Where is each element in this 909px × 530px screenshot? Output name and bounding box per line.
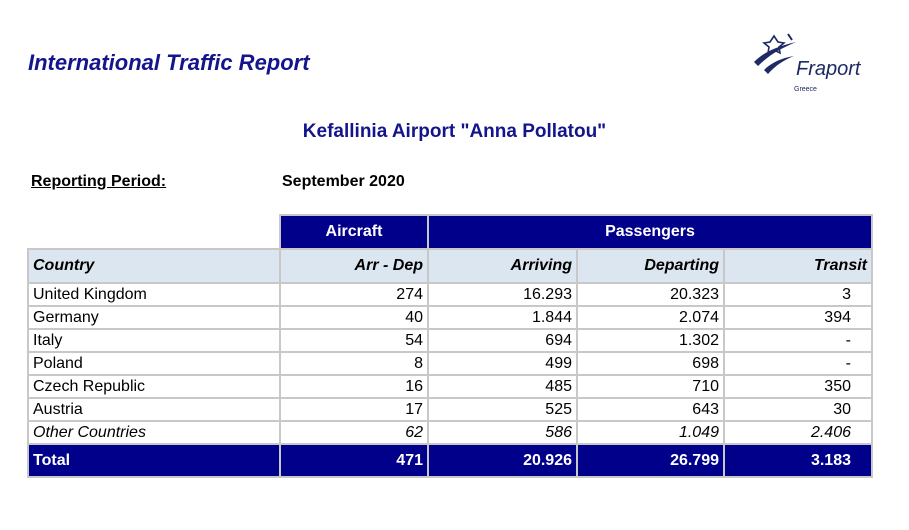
cell-arriving: 525 [427,397,578,422]
fraport-logo: Fraport Greece [744,32,874,96]
group-header-aircraft: Aircraft [279,214,429,250]
total-label: Total [27,443,281,478]
cell-transit: - [723,351,873,376]
column-header-arr-dep: Arr - Dep [279,248,429,284]
reporting-period-label: Reporting Period: [31,173,167,190]
fraport-logo-icon [754,33,796,74]
logo-wordmark: Fraport [796,58,861,80]
cell-arr-dep: 40 [279,305,429,330]
cell-transit: 350 [723,374,873,399]
cell-transit: 3 [723,282,873,307]
reporting-period-value: September 2020 [282,173,405,190]
cell-country: Poland [27,351,281,376]
cell-transit: 30 [723,397,873,422]
group-header-row: Aircraft Passengers [28,214,873,250]
cell-arriving: 694 [427,328,578,353]
group-header-passengers: Passengers [427,214,873,250]
table-row: Czech Republic 16 485 710 350 [27,374,873,399]
total-row: Total 471 20.926 26.799 3.183 [27,443,873,478]
cell-country: Czech Republic [27,374,281,399]
column-header-row: Country Arr - Dep Arriving Departing Tra… [27,248,873,284]
cell-departing: 1.302 [576,328,725,353]
cell-country: Germany [27,305,281,330]
cell-transit: 394 [723,305,873,330]
report-title: International Traffic Report [28,50,310,75]
cell-arriving: 586 [427,420,578,445]
cell-arr-dep: 274 [279,282,429,307]
cell-arr-dep: 62 [279,420,429,445]
cell-departing: 1.049 [576,420,725,445]
column-header-departing: Departing [576,248,725,284]
cell-transit: 2.406 [723,420,873,445]
total-arriving: 20.926 [427,443,578,478]
total-transit: 3.183 [723,443,873,478]
cell-arr-dep: 54 [279,328,429,353]
cell-arriving: 499 [427,351,578,376]
cell-arr-dep: 8 [279,351,429,376]
total-arr-dep: 471 [279,443,429,478]
table-row: Poland 8 499 698 - [27,351,873,376]
cell-arr-dep: 16 [279,374,429,399]
cell-departing: 20.323 [576,282,725,307]
cell-country: Other Countries [27,420,281,445]
cell-arr-dep: 17 [279,397,429,422]
column-header-arriving: Arriving [427,248,578,284]
group-header-spacer [28,215,281,250]
logo-subtitle: Greece [794,86,817,93]
cell-departing: 2.074 [576,305,725,330]
traffic-table: Aircraft Passengers Country Arr - Dep Ar… [27,214,873,478]
table-row: United Kingdom 274 16.293 20.323 3 [27,282,873,307]
cell-departing: 643 [576,397,725,422]
cell-arriving: 485 [427,374,578,399]
cell-country: Italy [27,328,281,353]
table-row: Germany 40 1.844 2.074 394 [27,305,873,330]
cell-arriving: 16.293 [427,282,578,307]
table-row: Italy 54 694 1.302 - [27,328,873,353]
column-header-country: Country [27,248,281,284]
table-row: Austria 17 525 643 30 [27,397,873,422]
airport-title: Kefallinia Airport "Anna Pollatou" [302,121,607,142]
cell-departing: 710 [576,374,725,399]
cell-departing: 698 [576,351,725,376]
cell-arriving: 1.844 [427,305,578,330]
table-row-other-countries: Other Countries 62 586 1.049 2.406 [27,420,873,445]
column-header-transit: Transit [723,248,873,284]
cell-country: United Kingdom [27,282,281,307]
total-departing: 26.799 [576,443,725,478]
cell-transit: - [723,328,873,353]
cell-country: Austria [27,397,281,422]
